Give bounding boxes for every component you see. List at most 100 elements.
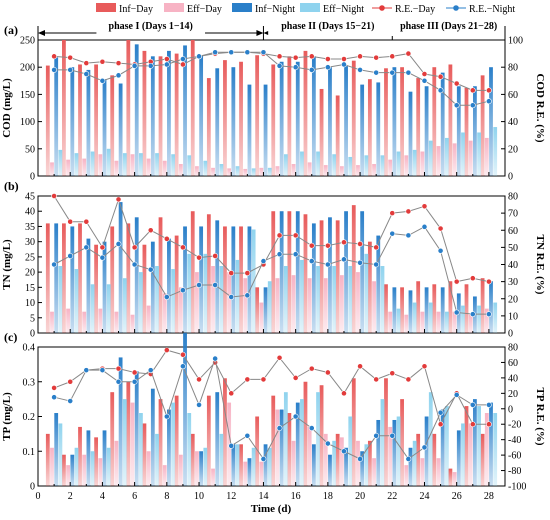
data-point xyxy=(115,60,122,67)
bar xyxy=(158,56,163,176)
data-point xyxy=(292,64,299,71)
bar xyxy=(187,155,192,176)
data-point xyxy=(83,218,90,225)
x-tick-label: 18 xyxy=(323,491,333,502)
bar xyxy=(303,50,308,176)
bar xyxy=(279,409,284,486)
data-point xyxy=(163,413,170,420)
bar xyxy=(78,64,82,176)
bar xyxy=(58,423,63,486)
x-tick-label: 24 xyxy=(419,491,429,502)
y2-tick-label: 80 xyxy=(508,63,518,74)
data-point xyxy=(163,347,170,353)
bar xyxy=(472,86,477,176)
bar xyxy=(94,437,99,486)
bar xyxy=(106,284,111,333)
bar xyxy=(45,65,50,176)
data-point xyxy=(131,244,138,251)
bar xyxy=(468,140,473,176)
data-point xyxy=(453,102,460,109)
bar xyxy=(311,223,316,333)
bar xyxy=(142,50,147,176)
bar xyxy=(452,143,457,176)
series-line xyxy=(53,356,489,460)
x-axis-label: Time (d) xyxy=(251,503,292,515)
data-point xyxy=(357,363,363,370)
series-line xyxy=(53,226,489,315)
bar xyxy=(122,278,127,333)
bar xyxy=(364,155,369,176)
bar xyxy=(392,67,397,176)
bar xyxy=(259,167,264,176)
bar xyxy=(307,278,312,333)
bar xyxy=(139,272,143,333)
data-point xyxy=(324,56,331,62)
bar xyxy=(155,433,159,486)
bar xyxy=(66,465,71,486)
bar xyxy=(339,437,344,486)
data-point xyxy=(99,58,106,65)
data-point xyxy=(51,67,58,73)
bar xyxy=(255,55,260,177)
y-tick-label: 40 xyxy=(25,207,35,218)
data-point xyxy=(276,232,283,239)
data-point xyxy=(324,64,331,71)
bar xyxy=(155,266,159,333)
y-tick-label: 0.4 xyxy=(23,343,36,354)
bar xyxy=(62,40,66,176)
bar xyxy=(477,305,481,333)
legend-marker-re_night xyxy=(453,5,459,11)
data-point xyxy=(469,102,476,109)
bar xyxy=(122,153,127,176)
bar xyxy=(235,444,240,486)
bar xyxy=(480,75,485,176)
bar xyxy=(400,399,404,486)
bar xyxy=(139,413,143,486)
data-point xyxy=(421,203,428,210)
bar xyxy=(489,402,493,486)
bar xyxy=(158,399,163,486)
data-point xyxy=(421,71,428,77)
bar xyxy=(344,66,348,176)
data-point xyxy=(324,369,331,376)
bar xyxy=(255,287,260,333)
phase-arrowhead-right-1 xyxy=(256,30,264,36)
data-point xyxy=(131,261,138,268)
bar xyxy=(50,311,54,333)
phase-label-3: phase III (Days 21−28) xyxy=(400,21,497,32)
bar xyxy=(412,440,417,486)
bar xyxy=(110,75,115,176)
series-line xyxy=(53,349,489,426)
legend-label-re_night: R.E.−Night xyxy=(469,4,515,15)
bar xyxy=(90,284,95,333)
bar xyxy=(367,79,372,176)
bar xyxy=(199,451,204,486)
bar xyxy=(54,57,59,176)
legend-swatch-eff_night xyxy=(300,3,320,12)
data-point xyxy=(212,282,219,288)
y-tick-label: 150 xyxy=(20,90,35,101)
bar xyxy=(178,454,183,486)
bar xyxy=(231,226,236,333)
bar xyxy=(134,44,139,176)
y2-tick-label: 40 xyxy=(508,117,518,128)
legend-label-eff_night: Eff−Night xyxy=(323,4,364,15)
bar xyxy=(367,241,372,333)
bar xyxy=(420,458,425,486)
legend: Inf−Day Eff−Day Inf−Night Eff−Night R.E.−Day… xyxy=(96,3,515,15)
bar xyxy=(384,284,388,333)
bar xyxy=(464,87,469,176)
data-point xyxy=(485,278,492,285)
bar xyxy=(307,426,312,486)
bar xyxy=(58,266,63,333)
bar xyxy=(62,223,66,333)
data-point xyxy=(244,292,251,299)
data-point xyxy=(341,239,347,246)
y-tick-label: 20 xyxy=(25,268,35,279)
bar xyxy=(82,158,87,176)
data-point xyxy=(212,253,219,259)
bar xyxy=(98,154,103,176)
bar xyxy=(295,211,300,333)
x-tick-label: 8 xyxy=(164,491,169,502)
bar xyxy=(300,151,304,176)
